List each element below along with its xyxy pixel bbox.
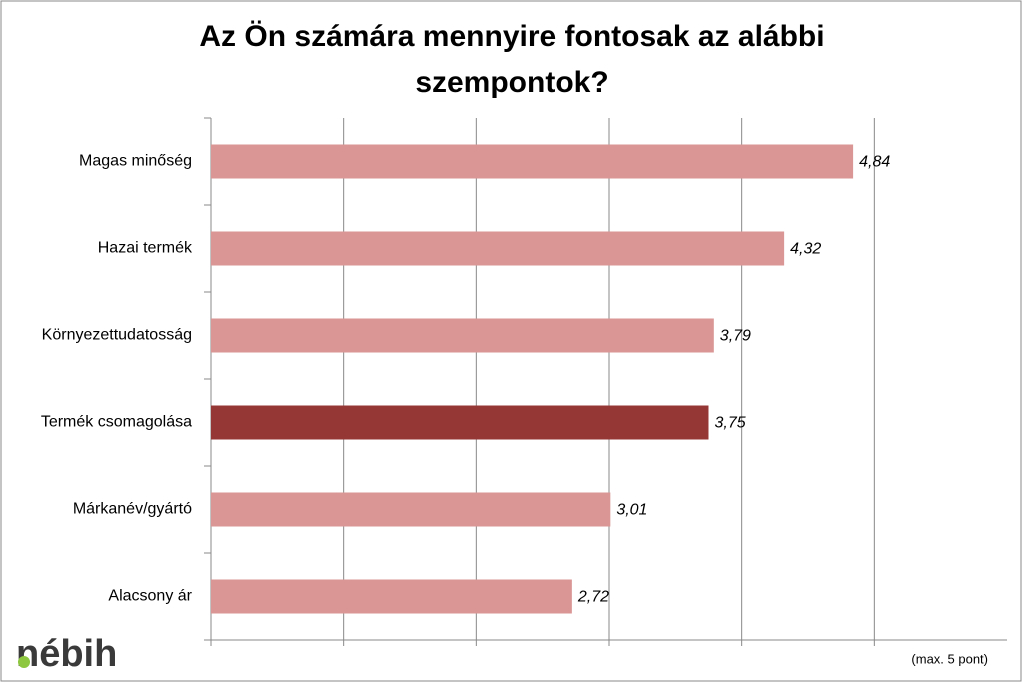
chart-title: Az Ön számára mennyire fontosak az alább…: [199, 20, 825, 99]
y-tick-label: Magas minőség: [79, 153, 192, 170]
value-label: 4,84: [859, 154, 890, 171]
bar: [211, 318, 714, 353]
value-label: 3,79: [720, 328, 751, 345]
bar: [211, 405, 709, 440]
y-tick-label: Hazai termék: [98, 240, 193, 257]
bar: [211, 231, 785, 266]
value-label: 2,72: [577, 589, 609, 606]
value-label: 3,01: [616, 502, 647, 519]
logo: nébih: [16, 633, 117, 675]
y-tick-label: Alacsony ár: [108, 588, 192, 605]
bar: [211, 492, 611, 527]
y-tick-label: Termék csomagolása: [41, 414, 192, 431]
y-tick-label: Környezettudatosság: [42, 327, 192, 344]
logo-dot: [18, 656, 30, 668]
bar: [211, 579, 572, 614]
value-label: 4,32: [790, 241, 821, 258]
y-tick-label: Márkanév/gyártó: [73, 501, 192, 518]
note: (max. 5 pont): [911, 651, 988, 666]
bar: [211, 144, 854, 179]
value-label: 3,75: [715, 415, 746, 432]
